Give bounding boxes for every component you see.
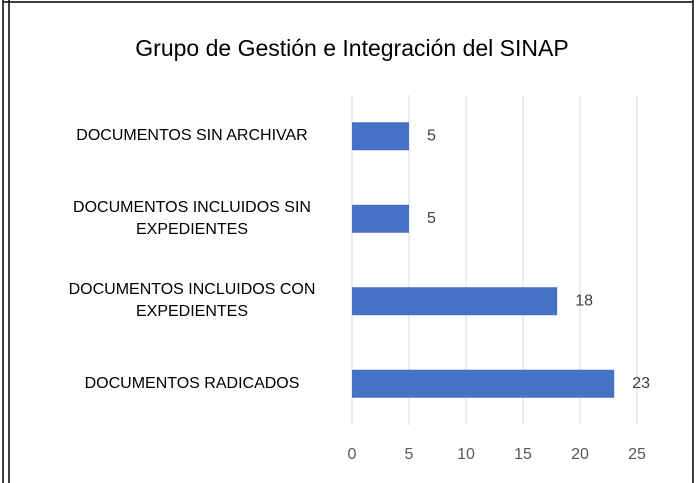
data-label: 18 bbox=[575, 292, 593, 309]
data-label: 23 bbox=[632, 375, 650, 392]
bar bbox=[352, 369, 615, 398]
x-tick-label: 5 bbox=[405, 446, 414, 463]
x-tick-label: 0 bbox=[348, 446, 357, 463]
y-tick-label: DOCUMENTOS SIN ARCHIVAR bbox=[76, 127, 308, 145]
bar bbox=[352, 204, 409, 233]
x-tick-label: 20 bbox=[571, 446, 589, 463]
bar bbox=[352, 287, 558, 316]
chart-title: Grupo de Gestión e Integración del SINAP bbox=[135, 35, 568, 61]
x-tick-label: 15 bbox=[514, 446, 532, 463]
x-tick-label: 10 bbox=[457, 446, 475, 463]
y-tick-label: DOCUMENTOS INCLUIDOS CON EXPEDIENTES bbox=[68, 281, 316, 321]
bar bbox=[352, 122, 409, 151]
data-label: 5 bbox=[427, 210, 436, 227]
x-tick-label: 25 bbox=[628, 446, 646, 463]
y-tick-label: DOCUMENTOS RADICADOS bbox=[84, 374, 300, 392]
data-label: 5 bbox=[427, 127, 436, 144]
y-tick-label: DOCUMENTOS INCLUIDOS SIN EXPEDIENTES bbox=[73, 198, 311, 238]
